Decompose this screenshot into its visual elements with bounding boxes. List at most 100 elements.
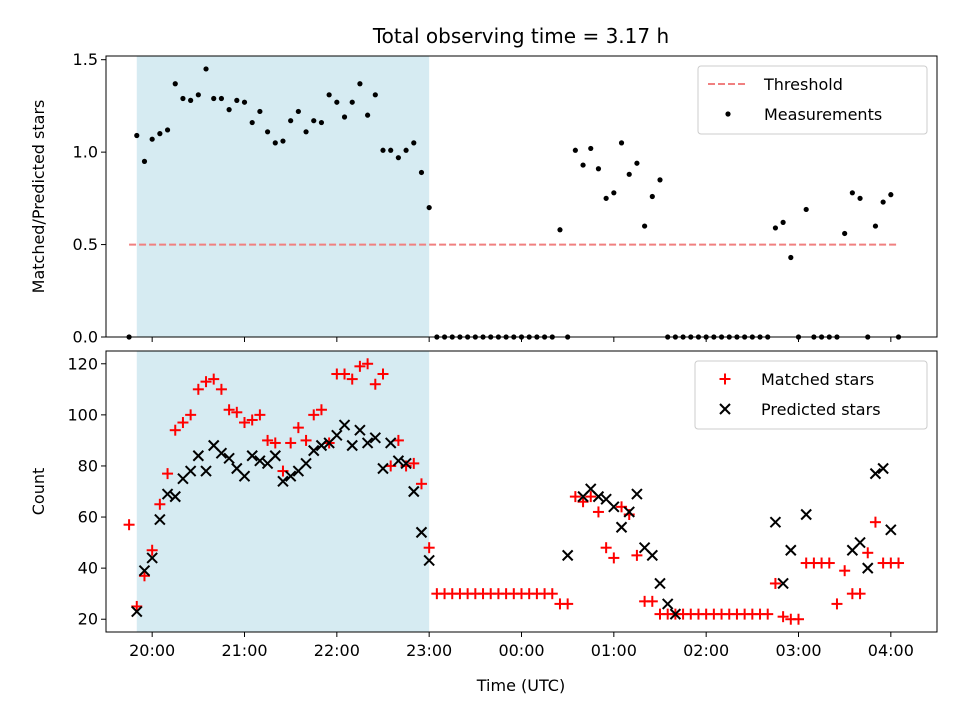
legend-swatch xyxy=(719,373,731,385)
matched-star-point xyxy=(131,600,143,612)
measurement-point xyxy=(372,92,378,98)
matched-star-point xyxy=(200,376,212,388)
measurement-point xyxy=(403,147,409,153)
matched-star-point xyxy=(769,577,781,589)
matched-star-point xyxy=(354,360,366,372)
x-axis-label: Time (UTC) xyxy=(476,676,565,695)
measurement-point xyxy=(288,118,294,124)
measurement-point xyxy=(788,254,794,261)
matched-star-point xyxy=(246,414,258,426)
matched-star-point xyxy=(862,547,874,559)
predicted-star-point xyxy=(415,526,428,539)
predicted-star-point xyxy=(192,450,205,462)
x-tick-label: 23:00 xyxy=(406,641,452,660)
matched-star-point xyxy=(408,457,420,469)
predicted-star-point xyxy=(631,488,643,500)
matched-star-point xyxy=(546,588,558,600)
predicted-star-point xyxy=(885,524,897,536)
matched-star-point xyxy=(223,404,235,416)
x-tick-label: 02:00 xyxy=(683,641,729,660)
predicted-star-point xyxy=(131,605,143,618)
predicted-star-point xyxy=(308,444,320,457)
matched-star-point xyxy=(315,404,327,416)
predicted-star-point xyxy=(284,470,297,482)
y-tick-label: 1.0 xyxy=(73,143,98,162)
predicted-star-point xyxy=(423,554,435,567)
matched-star-point xyxy=(292,422,304,434)
predicted-star-point xyxy=(408,485,420,498)
measurement-point xyxy=(195,92,201,98)
predicted-star-point xyxy=(800,508,812,521)
measurement-point xyxy=(218,95,225,102)
matched-star-point xyxy=(339,368,351,380)
matched-star-point xyxy=(839,565,851,577)
measurement-point xyxy=(295,108,301,115)
ratio-marks xyxy=(126,66,902,340)
predicted-star-point xyxy=(315,439,328,452)
measurement-point xyxy=(588,145,594,152)
measurement-point xyxy=(642,223,648,229)
ratio-y-axis: 0.0 0.5 1.0 1.5 xyxy=(73,50,106,347)
measurement-point xyxy=(172,81,178,87)
predicted-star-point xyxy=(169,490,181,503)
count-legend: Matched stars Predicted stars xyxy=(694,360,928,430)
matched-star-point xyxy=(562,598,574,610)
measurement-point xyxy=(249,119,255,126)
measurement-point xyxy=(772,225,779,231)
measurement-point xyxy=(234,97,240,103)
measurement-point xyxy=(272,140,278,146)
measurement-point xyxy=(872,223,879,229)
matched-star-point xyxy=(177,417,189,429)
ratio-x-axis xyxy=(151,337,892,342)
measurement-point xyxy=(334,99,340,105)
measurement-point xyxy=(618,140,625,146)
legend-label: Threshold xyxy=(763,75,843,94)
measurement-point xyxy=(842,230,848,237)
predicted-star-point xyxy=(623,506,635,518)
measurement-point xyxy=(157,131,163,137)
matched-star-point xyxy=(415,478,427,490)
measurement-point xyxy=(149,136,155,142)
legend-label: Predicted stars xyxy=(761,400,881,419)
predicted-star-point xyxy=(369,432,382,444)
matched-star-point xyxy=(631,549,643,561)
measurement-point xyxy=(595,166,602,172)
predicted-star-point xyxy=(646,549,659,562)
predicted-star-point xyxy=(777,577,789,590)
predicted-star-point xyxy=(246,450,258,462)
measurement-point xyxy=(380,147,386,153)
predicted-star-point xyxy=(862,562,874,574)
predicted-star-point xyxy=(269,450,281,462)
legend-swatch xyxy=(725,111,731,117)
matched-star-point xyxy=(608,552,620,564)
predicted-star-point xyxy=(300,457,312,470)
measurement-point xyxy=(257,108,263,115)
predicted-star-point xyxy=(377,462,389,475)
measurement-point xyxy=(857,195,863,201)
measurement-point xyxy=(426,204,432,211)
measurement-point xyxy=(657,177,663,183)
observing-span-shading xyxy=(136,351,430,632)
x-tick-label: 04:00 xyxy=(868,641,914,660)
matched-star-point xyxy=(346,373,358,385)
predicted-star-point xyxy=(592,490,605,503)
measurement-point xyxy=(341,114,348,120)
x-tick-label: 01:00 xyxy=(591,641,637,660)
measurement-point xyxy=(141,158,148,164)
predicted-star-point xyxy=(354,424,366,436)
predicted-star-point xyxy=(608,501,620,513)
count-panel: 20 40 60 80 100 120 20:00 21:00 22:00 23:00 00:00… xyxy=(29,350,938,660)
measurement-point xyxy=(241,99,248,105)
measurement-point xyxy=(557,227,563,233)
measurement-point xyxy=(264,129,271,135)
measurement-point xyxy=(280,138,286,144)
matched-star-point xyxy=(308,409,320,421)
count-marks xyxy=(123,358,905,625)
measurement-point xyxy=(180,95,186,102)
measurement-point xyxy=(203,66,209,72)
measurement-point xyxy=(357,81,363,87)
predicted-star-point xyxy=(338,419,351,431)
predicted-star-point xyxy=(392,455,405,467)
matched-star-point xyxy=(162,468,174,480)
matched-star-point xyxy=(192,383,204,395)
